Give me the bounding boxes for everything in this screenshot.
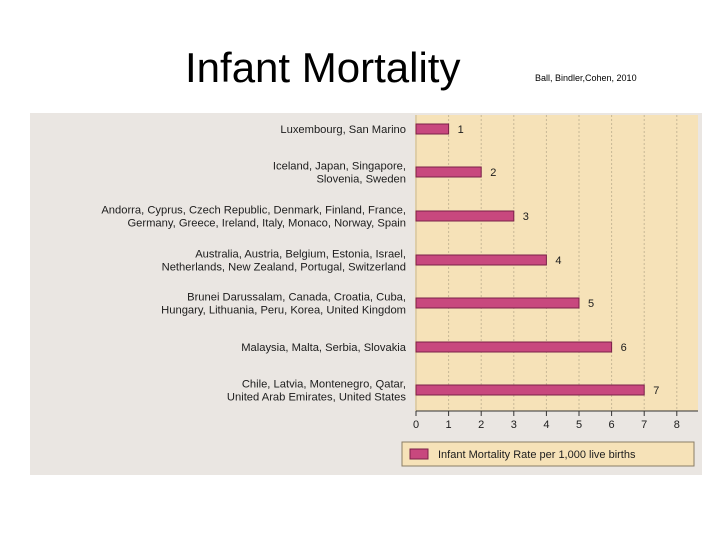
legend-swatch [409, 448, 429, 460]
x-tick-label: 5 [576, 419, 582, 431]
category-label: Germany, Greece, Ireland, Italy, Monaco,… [127, 218, 406, 230]
category-label: Luxembourg, San Marino [280, 124, 406, 136]
bar [415, 254, 547, 266]
x-tick-label: 4 [543, 419, 549, 431]
bar-chart: 0 1 2 3 4 5 6 7 8 1 Luxembourg, San Marino 2 Iceland… [101, 115, 698, 467]
bar [415, 341, 613, 353]
category-label: Brunei Darussalam, Canada, Croatia, Cuba… [187, 292, 406, 304]
x-tick-label: 6 [609, 419, 615, 431]
category-label: Hungary, Lithuania, Peru, Korea, United … [161, 305, 406, 317]
category-label: Australia, Austria, Belgium, Estonia, Is… [195, 249, 406, 261]
legend-label: Infant Mortality Rate per 1,000 live bir… [438, 449, 636, 461]
data-label: 4 [555, 255, 561, 267]
data-label: 2 [490, 167, 496, 179]
x-tick-label: 3 [511, 419, 517, 431]
x-tick-label: 2 [478, 419, 484, 431]
category-label: Andorra, Cyprus, Czech Republic, Denmark… [101, 205, 406, 217]
legend-box [401, 441, 695, 467]
category-label: Chile, Latvia, Montenegro, Qatar, [242, 379, 406, 391]
x-tick-label: 7 [641, 419, 647, 431]
data-label: 7 [653, 385, 659, 397]
bar [415, 210, 515, 222]
x-tick-label: 8 [674, 419, 680, 431]
category-label: United Arab Emirates, United States [227, 392, 406, 404]
bar [415, 297, 580, 309]
x-tick-label: 1 [446, 419, 452, 431]
category-label: Iceland, Japan, Singapore, [273, 161, 406, 173]
bar [415, 384, 645, 396]
citation: Ball, Bindler,Cohen, 2010 [535, 73, 637, 83]
bar [415, 166, 482, 178]
x-tick-label: 0 [413, 419, 419, 431]
chart-image: 0 1 2 3 4 5 6 7 8 1 Luxembourg, San Marino 2 Iceland… [30, 113, 702, 475]
bar [415, 123, 450, 135]
category-label: Malaysia, Malta, Serbia, Slovakia [241, 342, 407, 354]
data-label: 6 [621, 342, 627, 354]
category-label: Netherlands, New Zealand, Portugal, Swit… [162, 262, 406, 274]
slide-title: Infant Mortality [185, 44, 461, 91]
data-label: 1 [458, 124, 464, 136]
category-label: Slovenia, Sweden [316, 174, 406, 186]
data-label: 3 [523, 211, 529, 223]
data-label: 5 [588, 298, 594, 310]
